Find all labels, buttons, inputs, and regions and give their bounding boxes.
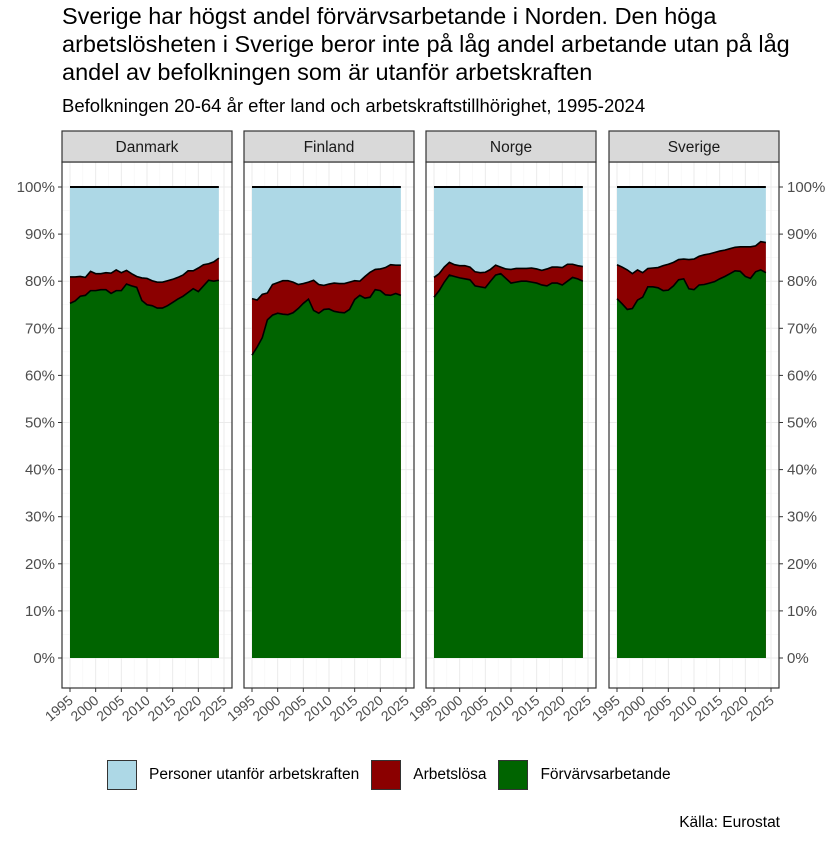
chart-title: Sverige har högst andel förvärvsarbetand… [62,3,790,85]
legend-item-outside: Personer utanför arbetskraften [107,760,359,790]
y-tick-label-right: 100% [787,179,825,196]
y-tick-label-right: 10% [787,603,817,620]
legend-key-unemployed [371,760,402,790]
y-tick-label-right: 20% [787,556,817,573]
x-tick-label: 2025 [560,692,594,724]
area-employed [617,269,766,658]
y-tick-label-right: 30% [787,509,817,526]
source-note: Källa: Eurostat [679,814,780,831]
y-tick-label-right: 90% [787,226,817,243]
y-tick-label-right: 50% [787,415,817,432]
legend-item-employed: Förvärvsarbetande [498,760,671,790]
y-tick-label-left: 90% [25,226,55,243]
line-labour-force [70,257,220,283]
y-tick-label-left: 20% [25,556,55,573]
area-employed [434,273,583,658]
chart-area: Danmark1995200020052010201520202025Finla… [17,130,825,724]
y-tick-label-left: 50% [25,415,55,432]
line-employed [616,269,767,311]
facet-strip [608,130,780,163]
legend-label-unemployed: Arbetslösa [413,766,487,783]
facet-label-norge: Norge [490,139,532,156]
y-tick-label-left: 80% [25,273,55,290]
y-tick-label-left: 60% [25,367,55,384]
y-tick-label-left: 10% [25,603,55,620]
x-tick-label: 2025 [743,692,777,724]
legend-label-employed: Förvärvsarbetande [540,766,671,783]
y-tick-label-right: 0% [787,650,809,667]
line-employed [251,288,402,356]
line-employed [433,272,584,298]
y-tick-label-right: 40% [787,462,817,479]
facet-label-danmark: Danmark [116,139,179,156]
facet-strip [425,130,597,163]
legend-item-unemployed: Arbetslösa [371,760,486,790]
legend-label-outside: Personer utanför arbetskraften [149,766,360,783]
y-tick-label-left: 70% [25,320,55,337]
y-tick-label-left: 0% [33,650,55,667]
line-labour-force [433,261,584,279]
x-tick-label: 2025 [196,692,230,724]
y-tick-label-left: 40% [25,462,55,479]
line-labour-force [616,240,767,275]
area-employed [70,280,219,658]
y-tick-label-right: 60% [787,367,817,384]
y-tick-label-left: 100% [17,179,55,196]
facet-label-sverige: Sverige [668,139,721,156]
line-employed [69,279,220,309]
y-tick-label-right: 70% [787,320,817,337]
facet-strip [61,130,233,163]
line-labour-force [251,263,401,301]
y-tick-label-left: 30% [25,509,55,526]
legend-key-employed [498,760,529,790]
facet-strip [243,130,415,163]
facet-label-finland: Finland [304,139,355,156]
area-employed [252,289,401,658]
x-tick-label: 2025 [378,692,412,724]
legend-key-outside [107,760,137,790]
chart-subtitle: Befolkningen 20-64 år efter land och arb… [62,95,646,116]
y-tick-label-right: 80% [787,273,817,290]
legend: Personer utanför arbetskraften Arbetslös… [107,760,683,790]
